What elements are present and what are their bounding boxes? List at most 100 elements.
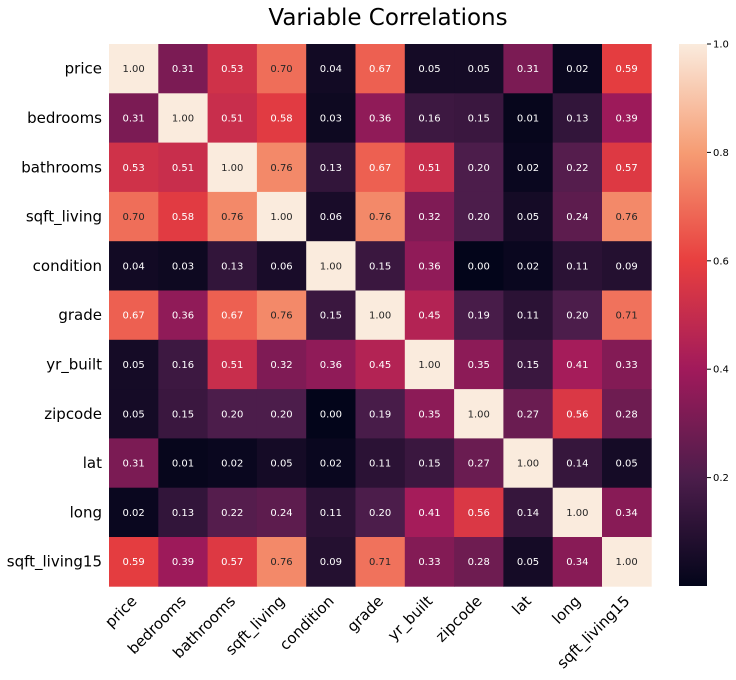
cell-value-label: 0.11 xyxy=(320,508,342,519)
cell-value-label: 0.53 xyxy=(221,64,243,75)
cell-value-label: 0.67 xyxy=(123,311,145,322)
cell-value-label: 0.70 xyxy=(270,64,292,75)
colorbar: 0.2 0.4 0.6 0.8 1.0 xyxy=(679,40,729,586)
cell-value-label: 0.31 xyxy=(123,459,145,470)
cell-value-label: 0.70 xyxy=(123,212,145,223)
cell-value-label: 0.02 xyxy=(123,508,145,519)
heatmap-cell xyxy=(503,44,554,94)
heatmap-cell xyxy=(602,44,652,94)
heatmap-cell xyxy=(355,44,406,94)
cell-value-label: 0.05 xyxy=(517,212,539,223)
cell-value-label: 0.35 xyxy=(468,360,490,371)
heatmap-cell xyxy=(109,389,159,439)
heatmap-cell xyxy=(404,44,455,94)
heatmap-cell xyxy=(306,44,356,94)
cell-value-label: 0.02 xyxy=(517,163,539,174)
heatmap-cell xyxy=(602,339,652,390)
heatmap-cell xyxy=(503,93,554,143)
row-label: long xyxy=(70,503,102,521)
heatmap-cell xyxy=(552,339,603,390)
cell-value-label: 0.11 xyxy=(566,261,588,272)
cell-value-label: 0.05 xyxy=(468,64,490,75)
cell-value-label: 0.76 xyxy=(616,212,638,223)
cell-value-label: 1.00 xyxy=(517,459,539,470)
colorbar-gradient xyxy=(679,44,707,586)
cell-value-label: 0.02 xyxy=(566,64,588,75)
cell-value-label: 0.57 xyxy=(221,557,243,568)
heatmap-cell xyxy=(355,389,406,439)
row-labels: price bedrooms bathrooms sqft_livingconditi… xyxy=(7,60,102,572)
heatmap-cell xyxy=(503,290,554,341)
heatmap-cell xyxy=(552,537,603,587)
heatmap-cell xyxy=(404,241,455,291)
heatmap-cell xyxy=(454,339,504,390)
cell-value-label: 0.20 xyxy=(369,508,391,519)
cell-value-label: 0.05 xyxy=(616,459,638,470)
heatmap-cell xyxy=(503,191,554,242)
cell-value-label: 0.41 xyxy=(566,360,588,371)
row-label: bedrooms xyxy=(27,109,102,127)
row-label: zipcode xyxy=(44,405,102,423)
heatmap-cell xyxy=(503,339,554,390)
cell-value-label: 0.11 xyxy=(369,459,391,470)
cell-value-label: 0.36 xyxy=(369,113,391,124)
cell-value-label: 0.13 xyxy=(320,163,342,174)
cell-value-label: 0.24 xyxy=(270,508,292,519)
cell-value-label: 0.14 xyxy=(517,508,539,519)
cell-value-label: 1.00 xyxy=(221,163,243,174)
heatmap-cell xyxy=(306,241,356,291)
heatmap-cell xyxy=(355,339,406,390)
heatmap-cell xyxy=(158,389,208,439)
heatmap-cell xyxy=(256,389,307,439)
heatmap-cell xyxy=(404,438,455,489)
cell-value-label: 0.00 xyxy=(468,261,490,272)
cell-value-label: 0.04 xyxy=(320,64,342,75)
row-label: sqft_living15 xyxy=(7,553,102,572)
cell-value-label: 1.00 xyxy=(369,311,391,322)
colorbar-tick-label: 0.4 xyxy=(713,365,729,376)
heatmap-cell xyxy=(256,241,307,291)
column-label: grade xyxy=(343,592,387,636)
cell-value-label: 0.22 xyxy=(566,163,588,174)
cell-value-label: 0.76 xyxy=(270,557,292,568)
heatmap-cell xyxy=(503,241,554,291)
row-label: lat xyxy=(83,454,102,472)
heatmap-cell xyxy=(256,438,307,489)
cell-value-label: 0.02 xyxy=(221,459,243,470)
heatmap-cell xyxy=(158,290,208,341)
cell-value-label: 0.28 xyxy=(468,557,490,568)
column-label: zipcode xyxy=(432,592,486,646)
cell-value-label: 0.09 xyxy=(616,261,638,272)
heatmap-cell xyxy=(503,389,554,439)
cell-value-label: 1.00 xyxy=(616,557,638,568)
colorbar-tick-label: 0.8 xyxy=(713,148,729,159)
heatmap-cell xyxy=(355,487,406,538)
heatmap-cell xyxy=(158,438,208,489)
heatmap-cell xyxy=(404,142,455,193)
cell-value-label: 0.34 xyxy=(566,557,588,568)
heatmap-cell xyxy=(454,290,504,341)
cell-value-label: 0.19 xyxy=(369,409,391,420)
cell-value-label: 0.35 xyxy=(418,409,440,420)
row-label: grade xyxy=(58,306,102,324)
heatmap-cell xyxy=(158,142,208,193)
cell-value-label: 0.24 xyxy=(566,212,588,223)
cell-value-label: 0.05 xyxy=(517,557,539,568)
column-label: yr_built xyxy=(384,592,437,645)
cell-value-label: 0.16 xyxy=(172,360,194,371)
heatmap-cell xyxy=(602,438,652,489)
heatmap-cell xyxy=(109,241,159,291)
cell-value-label: 0.71 xyxy=(369,557,391,568)
heatmap-cell xyxy=(552,191,603,242)
heatmap-cell xyxy=(207,389,258,439)
heatmap-cell xyxy=(552,93,603,143)
cell-value-label: 0.15 xyxy=(418,459,440,470)
heatmap-cell xyxy=(306,389,356,439)
cell-value-label: 0.27 xyxy=(468,459,490,470)
cell-value-label: 0.13 xyxy=(172,508,194,519)
cell-value-label: 0.05 xyxy=(123,409,145,420)
heatmap-cell xyxy=(552,44,603,94)
heatmap-cell xyxy=(207,339,258,390)
cell-value-label: 0.34 xyxy=(616,508,638,519)
cell-value-label: 0.56 xyxy=(468,508,490,519)
